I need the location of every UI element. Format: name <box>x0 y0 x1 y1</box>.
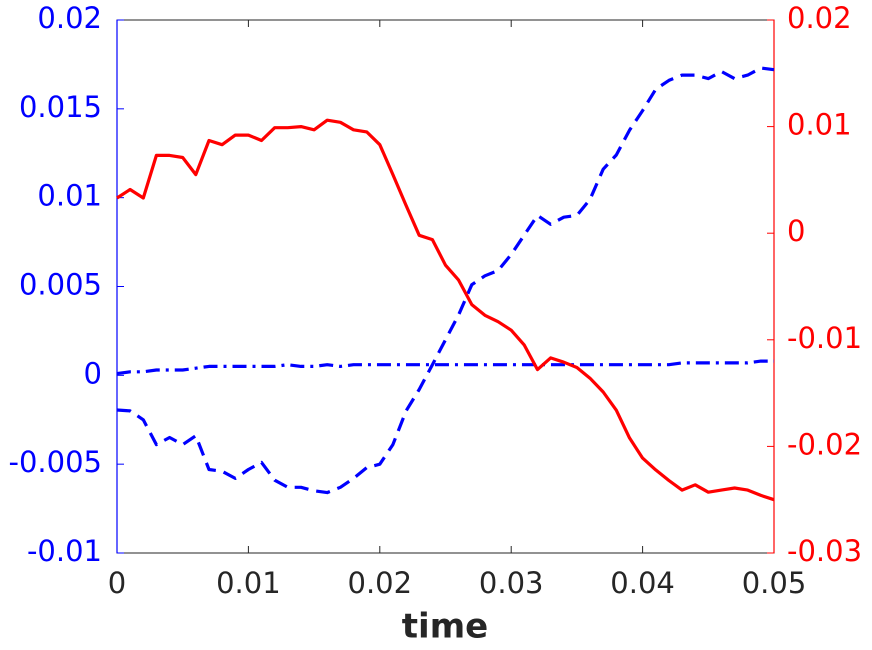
y-tick-label: 0.02 <box>37 1 102 35</box>
y-tick-label: -0.005 <box>9 445 103 479</box>
y2-tick-label: 0 <box>787 214 805 248</box>
y2-tick-label: -0.02 <box>787 427 862 461</box>
y2-tick-label: -0.01 <box>787 321 862 355</box>
y-tick-label: 0.01 <box>37 179 102 213</box>
x-tick-label: 0.04 <box>610 566 675 600</box>
x-tick-label: 0 <box>108 566 126 600</box>
x-tick-label: 0.03 <box>479 566 544 600</box>
series-line <box>116 359 774 376</box>
plot-area <box>116 19 775 554</box>
series-line <box>116 118 775 502</box>
x-tick-label: 0.05 <box>742 566 807 600</box>
y-tick-label: 0 <box>84 356 102 390</box>
series-line <box>116 66 775 495</box>
x-tick-label: 0.02 <box>348 566 413 600</box>
y2-tick-label: 0.01 <box>787 108 852 142</box>
y-tick-label: 0.015 <box>19 90 102 124</box>
y-tick-label: 0.005 <box>19 268 102 302</box>
y2-tick-label: -0.03 <box>787 534 862 568</box>
y-tick-label: -0.01 <box>27 534 102 568</box>
y2-tick-label: 0.02 <box>787 1 852 35</box>
x-axis-label: time <box>402 607 488 647</box>
x-tick-label: 0.01 <box>216 566 281 600</box>
